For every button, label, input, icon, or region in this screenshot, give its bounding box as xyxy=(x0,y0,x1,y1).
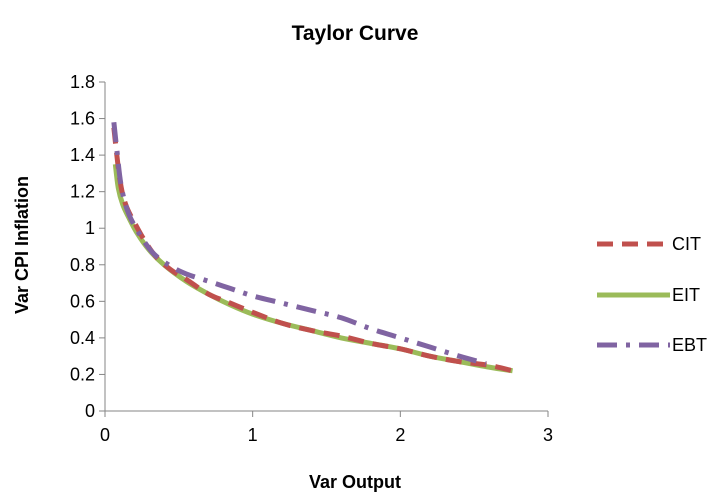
legend-label-ebt: EBT xyxy=(672,335,707,355)
x-axis: 0 1 2 3 xyxy=(100,410,553,445)
y-tick-label: 0.4 xyxy=(70,328,95,348)
series-line-eit xyxy=(112,163,513,374)
series-line-cit xyxy=(111,127,514,374)
chart-title: Taylor Curve xyxy=(292,22,419,45)
y-tick-label: 1 xyxy=(85,218,95,238)
y-tick-label: 0 xyxy=(85,401,95,421)
x-tick-label: 3 xyxy=(543,425,553,445)
legend-label-cit: CIT xyxy=(672,234,701,254)
y-tick-label: 0.2 xyxy=(70,364,95,384)
x-tick-label: 0 xyxy=(100,425,110,445)
y-tick-label: 1.4 xyxy=(70,145,95,165)
x-axis-label: Var Output xyxy=(309,472,401,492)
legend: CIT EIT EBT xyxy=(597,234,707,355)
y-axis: 0 0.2 0.4 0.6 0.8 1 1.2 1.4 1.6 1.8 xyxy=(70,72,106,421)
y-tick-label: 1.6 xyxy=(70,109,95,129)
legend-label-eit: EIT xyxy=(672,285,700,305)
y-tick-label: 1.8 xyxy=(70,72,95,92)
y-axis-label: Var CPI Inflation xyxy=(12,176,32,314)
series-line-ebt xyxy=(111,121,487,366)
y-tick-label: 1.2 xyxy=(70,182,95,202)
y-tick-label: 0.6 xyxy=(70,291,95,311)
x-tick-label: 2 xyxy=(395,425,405,445)
series-layer xyxy=(111,121,514,374)
y-tick-label: 0.8 xyxy=(70,255,95,275)
x-tick-label: 1 xyxy=(248,425,258,445)
